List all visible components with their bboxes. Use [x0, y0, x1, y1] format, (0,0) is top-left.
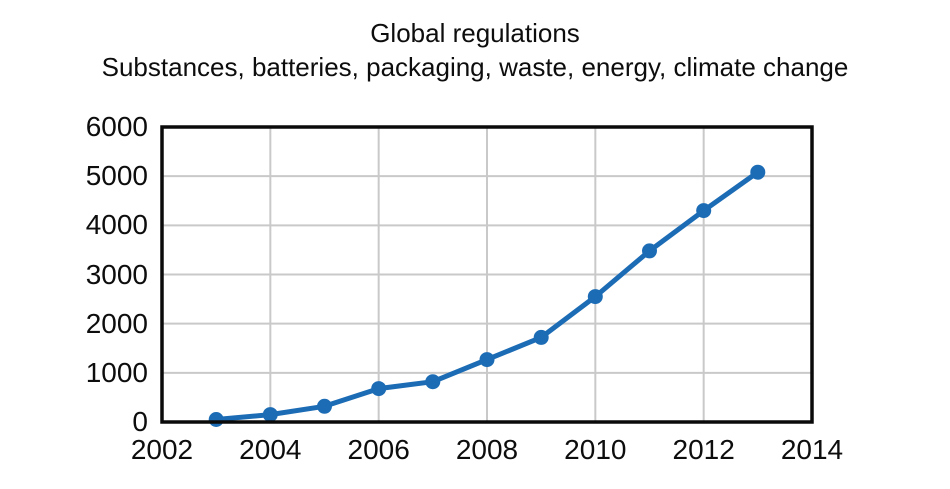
chart-title-block: Global regulations Substances, batteries…: [0, 16, 950, 84]
data-point-marker: [696, 203, 712, 219]
y-tick-label: 1000: [85, 356, 148, 388]
y-tick-label: 6000: [85, 111, 148, 142]
data-point-marker: [208, 412, 224, 427]
data-series-group: [208, 164, 766, 427]
data-point-marker: [479, 352, 495, 368]
y-tick-label: 0: [132, 406, 148, 437]
data-point-marker: [750, 164, 766, 180]
x-tick-label: 2004: [239, 434, 302, 465]
x-tick-label: 2014: [780, 434, 844, 465]
data-point-marker: [587, 289, 603, 305]
chart-title: Global regulations: [370, 18, 580, 48]
data-point-marker: [371, 381, 387, 397]
chart-subtitle: Substances, batteries, packaging, waste,…: [101, 52, 849, 82]
y-tick-label: 2000: [85, 307, 148, 339]
y-tick-label: 5000: [85, 160, 148, 192]
x-tick-label: 2012: [672, 434, 735, 465]
data-point-marker: [262, 407, 278, 423]
data-point-marker: [533, 329, 549, 345]
data-point-marker: [425, 374, 441, 390]
x-tick-label: 2006: [347, 434, 410, 465]
data-point-marker: [642, 243, 657, 259]
x-tick-label: 2010: [564, 434, 627, 465]
plot-frame: [160, 125, 814, 424]
x-tick-label: 2008: [455, 434, 519, 465]
data-point-marker: [317, 398, 332, 414]
y-tick-label: 3000: [85, 258, 148, 290]
x-tick-label: 2002: [130, 434, 194, 465]
plot-frame-group: [160, 125, 814, 424]
y-tick-label: 4000: [85, 209, 148, 241]
gridlines-group: [162, 127, 812, 422]
